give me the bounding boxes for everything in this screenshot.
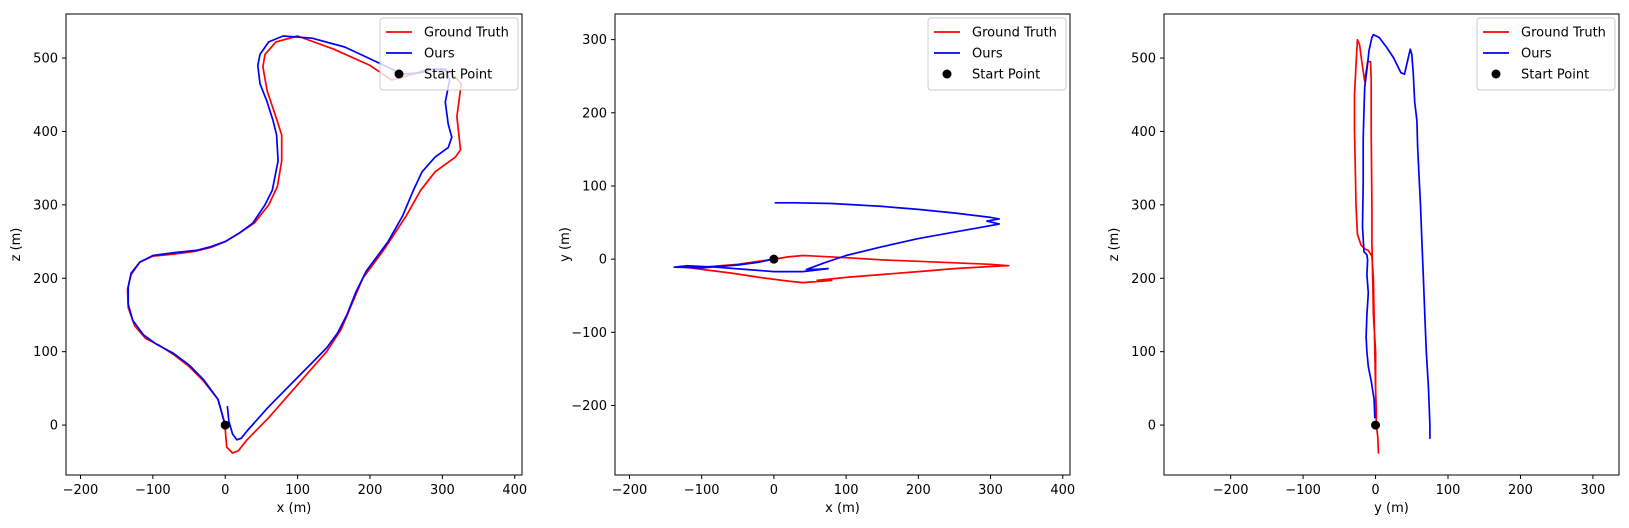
y-axis-label: z (m): [9, 228, 24, 262]
y-tick-label: 0: [50, 419, 58, 434]
x-tick-label: 100: [285, 483, 310, 498]
x-tick-label: −200: [63, 483, 99, 498]
legend-entry-label: Ground Truth: [1521, 26, 1606, 41]
x-tick-label: 400: [502, 483, 527, 498]
y-tick-label: 400: [33, 125, 58, 140]
ours-trajectory-line: [673, 201, 1001, 273]
x-tick-label: 0: [1371, 483, 1379, 498]
legend-marker-start-point: [942, 69, 952, 79]
x-tick-label: 300: [430, 483, 455, 498]
legend: Ground Truth Ours Start Point: [379, 17, 519, 91]
legend-entry-label: Start Point: [1521, 68, 1589, 83]
y-tick-label: 0: [599, 253, 607, 268]
y-tick-label: 100: [33, 345, 58, 360]
chart-panel-2: −200 −100 0 100 200 300 400 −200 −100 0 100 200 300 x…: [558, 13, 1075, 516]
legend-entry-label: Ours: [1521, 47, 1552, 62]
chart-panel-3: −200 −100 0 100 200 300 0 100 200 300 400 500 y (m) z…: [1107, 13, 1620, 516]
y-tick-label: 300: [33, 198, 58, 213]
x-tick-label: −100: [684, 483, 720, 498]
x-tick-label: −100: [135, 483, 171, 498]
y-tick-label: 100: [1131, 345, 1156, 360]
series-group: [673, 201, 1010, 284]
start-point-marker: [1371, 420, 1381, 430]
y-tick-label: −100: [571, 326, 607, 341]
axes-frame: [614, 13, 1071, 476]
y-tick-label: 200: [33, 272, 58, 287]
y-tick-label: 200: [582, 106, 607, 121]
start-point-marker: [220, 420, 230, 430]
y-axis-label: y (m): [558, 227, 573, 262]
legend: Ground Truth Ours Start Point: [927, 17, 1067, 91]
legend-entry-label: Start Point: [972, 68, 1040, 83]
ours-trajectory-line: [127, 35, 453, 441]
legend-marker-start-point: [1491, 69, 1501, 79]
x-tick-label: 100: [834, 483, 859, 498]
x-tick-label: 400: [1050, 483, 1075, 498]
start-point-marker: [769, 254, 779, 264]
legend-entry-label: Start Point: [424, 68, 492, 83]
x-tick-label: 300: [978, 483, 1003, 498]
x-tick-label: 200: [358, 483, 383, 498]
ground-truth-trajectory-line: [679, 254, 1010, 284]
x-axis-label: y (m): [1374, 501, 1409, 516]
x-tick-label: −100: [1285, 483, 1321, 498]
x-tick-label: 0: [221, 483, 229, 498]
legend-entry-label: Ours: [424, 47, 455, 62]
x-tick-label: 100: [1436, 483, 1461, 498]
y-tick-label: 300: [582, 33, 607, 48]
legend-box: [927, 17, 1067, 91]
x-tick-label: 0: [770, 483, 778, 498]
x-tick-label: 300: [1581, 483, 1606, 498]
legend-entry-label: Ours: [972, 47, 1003, 62]
y-tick-label: 500: [1131, 52, 1156, 67]
ours-trajectory-line: [1361, 33, 1431, 440]
legend-entry-label: Ground Truth: [424, 26, 509, 41]
legend-box: [379, 17, 519, 91]
x-tick-label: −200: [1213, 483, 1249, 498]
ground-truth-trajectory-line: [1353, 38, 1380, 454]
legend-entry-label: Ground Truth: [972, 26, 1057, 41]
x-axis-label: x (m): [825, 501, 860, 516]
series-group: [1353, 33, 1431, 454]
y-tick-label: 200: [1131, 272, 1156, 287]
legend-box: [1476, 17, 1616, 91]
y-tick-label: 0: [1148, 419, 1156, 434]
axes-frame: [1163, 13, 1620, 476]
y-tick-label: 500: [33, 52, 58, 67]
legend-marker-start-point: [394, 69, 404, 79]
chart-panel-1: −200 −100 0 100 200 300 400 0 100 200 300 400 500 x (…: [9, 13, 527, 516]
y-tick-label: 300: [1131, 198, 1156, 213]
y-tick-label: 400: [1131, 125, 1156, 140]
x-axis-label: x (m): [277, 501, 312, 516]
x-tick-label: 200: [1508, 483, 1533, 498]
ground-truth-trajectory-line: [126, 35, 463, 454]
legend: Ground Truth Ours Start Point: [1476, 17, 1616, 91]
y-tick-label: 100: [582, 179, 607, 194]
x-tick-label: 200: [906, 483, 931, 498]
y-axis-label: z (m): [1107, 228, 1122, 262]
series-group: [126, 35, 463, 454]
x-tick-label: −200: [612, 483, 648, 498]
y-tick-label: −200: [571, 399, 607, 414]
axes-frame: [65, 13, 523, 476]
